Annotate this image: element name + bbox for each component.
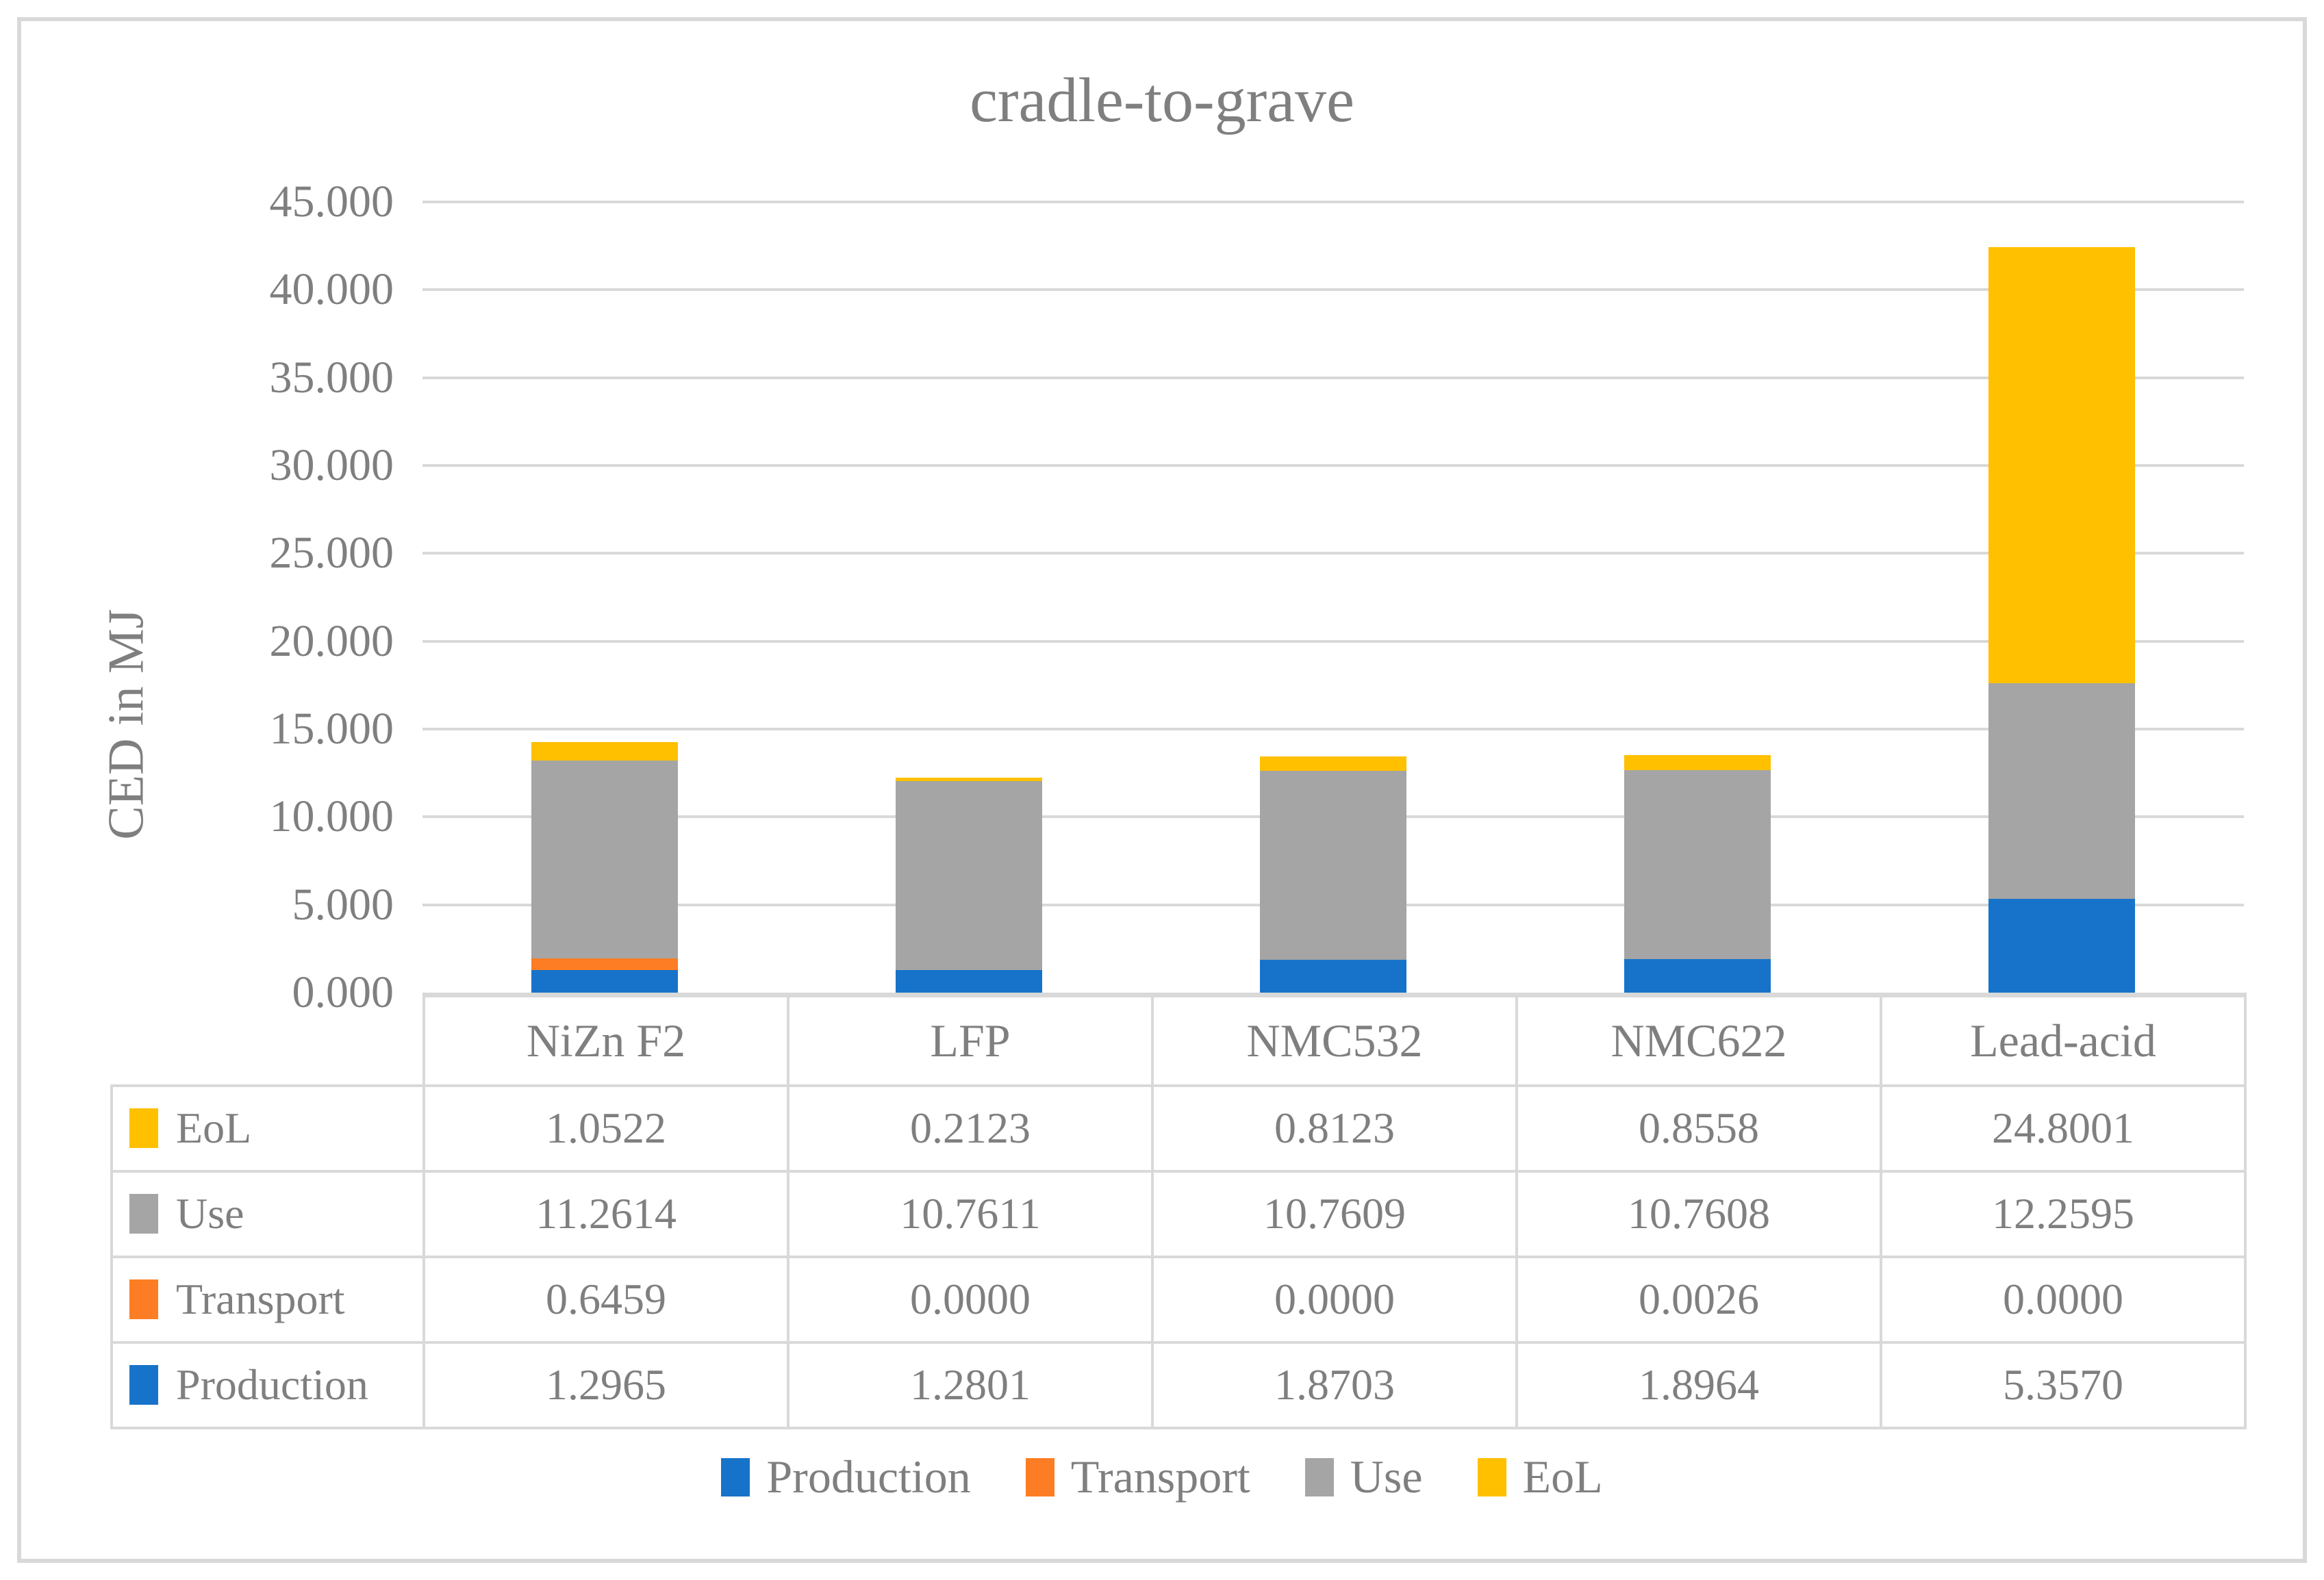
legend-color-swatch-production <box>721 1457 750 1496</box>
table-cell-value: 1.2965 <box>422 1340 790 1429</box>
legend-item-production: Production <box>721 1450 971 1504</box>
table-row-label: Transport <box>113 1274 422 1325</box>
series-color-swatch-eol <box>129 1108 158 1148</box>
table-cell-value: 1.2801 <box>787 1340 1154 1429</box>
table-row-label-cell: Transport <box>110 1255 425 1344</box>
gridline <box>422 639 2244 643</box>
table-row-transport: Transport 0.6459 0.0000 0.0000 0.0026 0.0000 <box>110 1255 2247 1344</box>
legend-label: Use <box>1350 1451 1423 1503</box>
data-table-header-row: NiZn F2 LFP NMC532 NMC622 Lead-acid <box>112 993 2247 1087</box>
table-cell-value: 1.8703 <box>1151 1340 1518 1429</box>
table-cell-value: 1.8964 <box>1515 1340 1882 1429</box>
table-row-use: Use 11.2614 10.7611 10.7609 10.7608 12.2595 <box>110 1169 2247 1258</box>
y-tick-label: 25.000 <box>269 528 394 578</box>
chart-title: cradle-to-grave <box>970 65 1354 135</box>
bar-segment-production <box>896 970 1042 993</box>
table-cell-value: 10.7608 <box>1515 1169 1882 1258</box>
table-column-header: NMC622 <box>1515 993 1882 1087</box>
table-cell-value: 0.0026 <box>1515 1255 1882 1344</box>
series-name-label: EoL <box>176 1104 252 1152</box>
table-cell-value: 0.0000 <box>1151 1255 1518 1344</box>
table-cell-value: 0.0000 <box>787 1255 1154 1344</box>
legend-item-eol: EoL <box>1477 1450 1603 1504</box>
table-cell-value: 24.8001 <box>1880 1084 2247 1173</box>
y-tick-label: 5.000 <box>292 879 394 930</box>
table-row-label: EoL <box>113 1103 422 1154</box>
bar-segment-use <box>1260 770 1406 960</box>
data-table-corner-cell <box>112 995 424 1086</box>
table-row-label-cell: EoL <box>110 1084 425 1173</box>
y-tick-label: 30.000 <box>269 440 394 490</box>
table-cell-value: 11.2614 <box>422 1169 790 1258</box>
chart-legend: Production Transport Use EoL <box>0 1450 2324 1504</box>
table-cell-value: 10.7611 <box>787 1169 1154 1258</box>
bar-segment-eol <box>531 742 678 761</box>
bar-segment-use <box>1624 770 1771 960</box>
series-color-swatch-use <box>129 1194 158 1234</box>
legend-label: EoL <box>1522 1451 1603 1503</box>
legend-label: Production <box>766 1451 971 1503</box>
series-color-swatch-production <box>129 1365 158 1405</box>
table-column-header: LFP <box>787 993 1154 1087</box>
table-cell-value: 0.2123 <box>787 1084 1154 1173</box>
table-cell-value: 12.2595 <box>1880 1169 2247 1258</box>
gridline <box>422 288 2244 292</box>
series-color-swatch-transport <box>129 1279 158 1319</box>
table-row-label-cell: Use <box>110 1169 425 1258</box>
legend-label: Transport <box>1070 1451 1250 1503</box>
table-row-label: Use <box>113 1188 422 1239</box>
bar-segment-production <box>1988 898 2135 993</box>
table-cell-value: 0.8123 <box>1151 1084 1518 1173</box>
table-cell-value: 1.0522 <box>422 1084 790 1173</box>
bar-segment-eol <box>896 777 1042 781</box>
gridline <box>422 464 2244 467</box>
y-tick-label: 15.000 <box>269 704 394 754</box>
bar-segment-production <box>1260 960 1406 993</box>
table-row-eol: EoL 1.0522 0.2123 0.8123 0.8558 24.8001 <box>110 1084 2247 1173</box>
bar-segment-production <box>1624 959 1771 993</box>
bar-segment-production <box>531 969 678 993</box>
data-table: NiZn F2 LFP NMC532 NMC622 Lead-acid EoL 1.052… <box>110 993 2247 1429</box>
legend-color-swatch-use <box>1304 1457 1334 1496</box>
gridline <box>422 376 2244 379</box>
bar-segment-eol <box>1624 755 1771 771</box>
table-column-header: NiZn F2 <box>422 993 790 1087</box>
table-column-header: Lead-acid <box>1880 993 2247 1087</box>
series-name-label: Production <box>176 1360 368 1409</box>
series-name-label: Transport <box>176 1275 345 1323</box>
series-name-label: Use <box>176 1189 244 1238</box>
table-cell-value: 10.7609 <box>1151 1169 1518 1258</box>
gridline <box>422 201 2244 203</box>
legend-color-swatch-eol <box>1477 1457 1506 1496</box>
y-tick-label: 20.000 <box>269 615 394 666</box>
table-row-label: Production <box>113 1360 422 1410</box>
y-tick-label: 10.000 <box>269 791 394 842</box>
legend-color-swatch-transport <box>1025 1457 1054 1496</box>
bar-segment-transport <box>531 958 678 970</box>
table-cell-value: 5.3570 <box>1880 1340 2247 1429</box>
gridline <box>422 728 2244 730</box>
bar-segment-use <box>1988 683 2135 899</box>
table-cell-value: 0.6459 <box>422 1255 790 1344</box>
legend-item-transport: Transport <box>1025 1450 1250 1504</box>
bar-segment-eol <box>1260 756 1406 771</box>
table-column-header: NMC532 <box>1151 993 1518 1087</box>
bar-segment-use <box>896 780 1042 971</box>
legend-item-use: Use <box>1304 1450 1423 1504</box>
plot-area <box>422 201 2244 993</box>
y-tick-label: 0.000 <box>292 967 394 1017</box>
y-tick-label: 35.000 <box>269 352 394 403</box>
y-tick-label: 45.000 <box>269 177 394 227</box>
y-axis-title: CED in MJ <box>98 609 155 840</box>
bar-segment-use <box>531 761 678 959</box>
gridline <box>422 552 2244 555</box>
table-row-production: Production 1.2965 1.2801 1.8703 1.8964 5.3570 <box>110 1340 2247 1429</box>
table-cell-value: 0.0000 <box>1880 1255 2247 1344</box>
table-row-label-cell: Production <box>110 1340 425 1429</box>
y-tick-label: 40.000 <box>269 264 394 315</box>
table-cell-value: 0.8558 <box>1515 1084 1882 1173</box>
bar-segment-eol <box>1988 247 2135 683</box>
